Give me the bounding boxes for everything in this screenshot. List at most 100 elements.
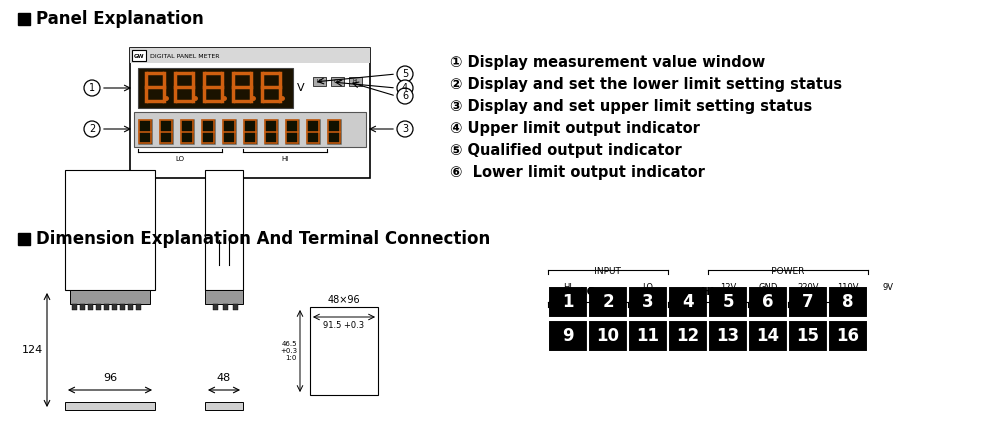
Bar [223, 304, 228, 310]
Bar [708, 320, 748, 352]
Text: GW: GW [134, 54, 144, 59]
Text: LO: LO [176, 156, 184, 162]
Text: LO: LO [580, 287, 596, 297]
Bar [349, 77, 362, 86]
Bar [138, 119, 152, 144]
Bar [130, 48, 370, 63]
Text: HI: HI [281, 156, 289, 162]
Text: NO: NO [642, 306, 654, 315]
Text: HI: HI [353, 79, 358, 84]
Bar [180, 119, 194, 144]
Bar [668, 286, 708, 318]
Bar [788, 286, 828, 318]
Text: HI: HI [701, 287, 715, 297]
Text: 48: 48 [217, 373, 231, 383]
Bar [65, 170, 155, 290]
Text: 1: 1 [562, 293, 574, 311]
Bar [313, 77, 326, 86]
Bar [828, 286, 868, 318]
Bar [222, 119, 236, 144]
Bar [306, 119, 320, 144]
Bar [112, 304, 117, 310]
Text: COM: COM [598, 306, 618, 315]
Circle shape [84, 80, 100, 96]
Text: 46.5
+0.3
1:0: 46.5 +0.3 1:0 [280, 341, 297, 361]
Text: 1: 1 [89, 83, 95, 93]
Bar [788, 320, 828, 352]
Text: 9: 9 [562, 327, 574, 345]
Bar [205, 290, 243, 304]
Bar [134, 112, 366, 147]
Bar [201, 119, 215, 144]
Bar [310, 307, 378, 395]
Text: 6: 6 [762, 293, 774, 311]
Text: NO: NO [762, 306, 774, 315]
Bar [205, 170, 243, 290]
Bar [331, 77, 344, 86]
Bar [588, 320, 628, 352]
Bar [80, 304, 85, 310]
Text: 8: 8 [842, 293, 854, 311]
Text: 12V: 12V [720, 283, 736, 292]
Bar [96, 304, 101, 310]
Text: GO: GO [809, 287, 827, 297]
Text: ③ Display and set upper limit setting status: ③ Display and set upper limit setting st… [450, 98, 812, 114]
Bar [104, 304, 109, 310]
Circle shape [397, 121, 413, 137]
Bar [138, 68, 293, 108]
Bar [120, 304, 125, 310]
Text: 13: 13 [716, 327, 740, 345]
Text: 12: 12 [676, 327, 700, 345]
Bar [136, 304, 141, 310]
Text: ⑥  Lower limit output indicator: ⑥ Lower limit output indicator [450, 164, 705, 180]
Text: ① Display measurement value window: ① Display measurement value window [450, 55, 765, 69]
Bar [243, 119, 257, 144]
Bar [18, 13, 30, 25]
Text: ④ Upper limit output indicator: ④ Upper limit output indicator [450, 121, 700, 135]
Text: HI: HI [564, 283, 572, 292]
Text: 14: 14 [756, 327, 780, 345]
Text: COM: COM [718, 306, 738, 315]
Text: 15: 15 [796, 327, 820, 345]
Bar [748, 286, 788, 318]
Text: ─ POWER ─: ─ POWER ─ [763, 267, 813, 276]
Text: 4: 4 [402, 83, 408, 93]
Text: 5: 5 [402, 69, 408, 79]
Text: 2: 2 [89, 124, 95, 134]
Text: 48×96: 48×96 [328, 295, 360, 305]
Text: 3: 3 [402, 124, 408, 134]
Text: 16: 16 [836, 327, 860, 345]
Circle shape [397, 88, 413, 104]
Bar [588, 286, 628, 318]
Text: 6: 6 [402, 91, 408, 101]
Bar [130, 48, 370, 178]
Text: 11: 11 [637, 327, 660, 345]
Text: Dimension Explanation And Terminal Connection: Dimension Explanation And Terminal Conne… [36, 230, 490, 248]
Bar [628, 320, 668, 352]
Text: LO: LO [316, 79, 323, 84]
Text: ─ INPUT ─: ─ INPUT ─ [586, 267, 630, 276]
Text: GND: GND [758, 283, 778, 292]
Bar [548, 320, 588, 352]
Text: 10: 10 [596, 327, 620, 345]
Text: 91.5 +0.3: 91.5 +0.3 [323, 321, 365, 330]
Text: 220V: 220V [797, 283, 819, 292]
Bar [828, 320, 868, 352]
Text: Panel Explanation: Panel Explanation [36, 10, 204, 28]
Text: ⑤ Qualified output indicator: ⑤ Qualified output indicator [450, 143, 682, 157]
Text: 124: 124 [22, 345, 43, 355]
Bar [18, 233, 30, 245]
Text: 110V: 110V [837, 283, 859, 292]
Bar [65, 402, 155, 410]
Bar [72, 304, 77, 310]
Bar [128, 304, 133, 310]
Text: 2: 2 [602, 293, 614, 311]
Text: DIGITAL PANEL METER: DIGITAL PANEL METER [150, 54, 220, 59]
Text: 3: 3 [642, 293, 654, 311]
Circle shape [397, 66, 413, 82]
Text: NC: NC [562, 306, 574, 315]
Bar [748, 320, 788, 352]
Bar [628, 286, 668, 318]
Text: NO: NO [802, 306, 814, 315]
Bar [708, 286, 748, 318]
